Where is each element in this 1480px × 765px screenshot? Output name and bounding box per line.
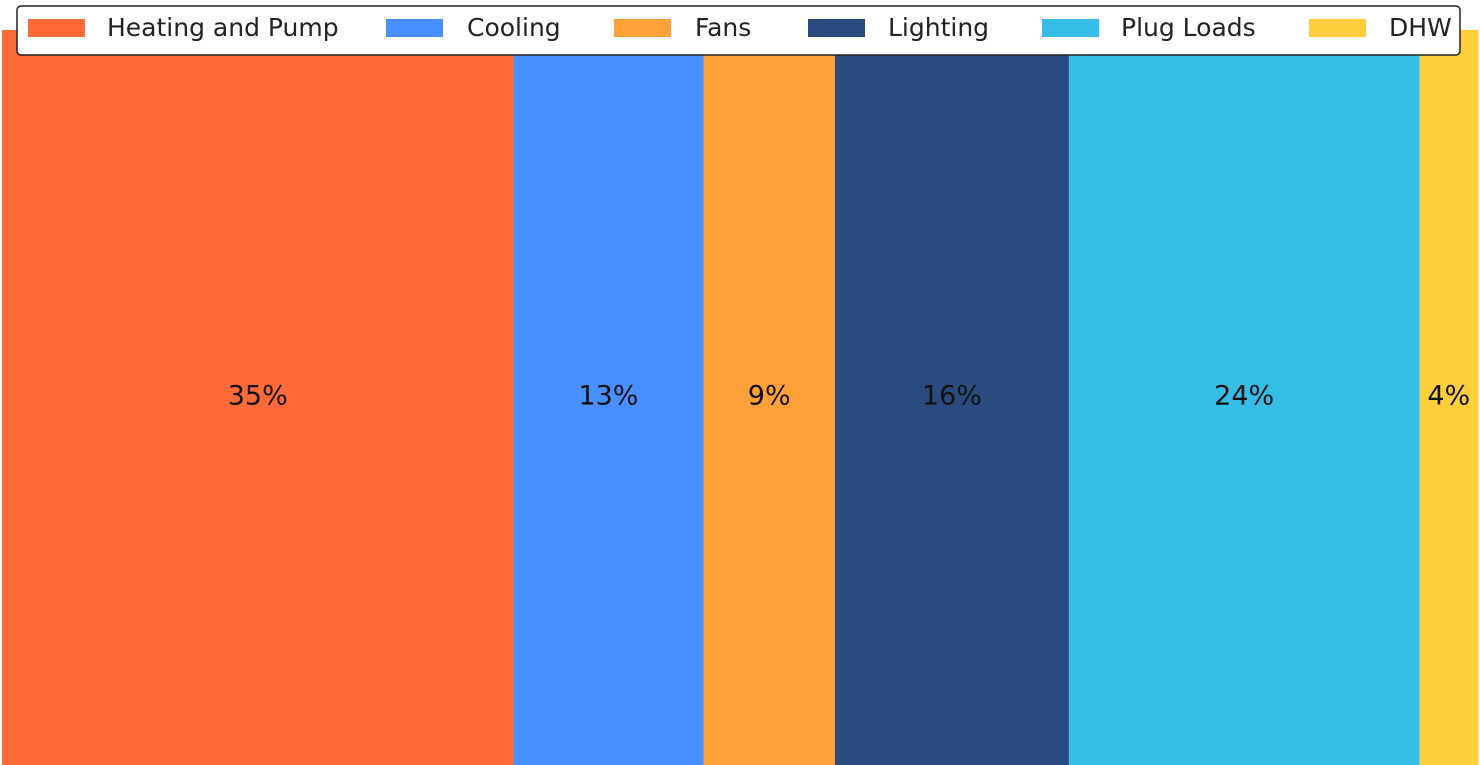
data-label-cooling: 13% — [578, 381, 638, 412]
legend-label-dhw: DHW — [1389, 13, 1452, 42]
legend-swatch-heating-and-pump — [28, 19, 85, 37]
legend-items: Heating and Pump Cooling Fans Lighting Plug … — [28, 13, 1452, 42]
legend-label-plug-loads: Plug Loads — [1121, 13, 1256, 42]
legend-label-lighting: Lighting — [888, 13, 989, 42]
legend-label-heating-and-pump: Heating and Pump — [107, 13, 339, 42]
legend-box — [16, 5, 1461, 56]
legend-label-fans: Fans — [695, 13, 751, 42]
bar-segment-cooling — [513, 30, 704, 765]
legend-swatch-dhw — [1309, 19, 1366, 37]
data-label-lighting: 16% — [922, 381, 982, 412]
bar-segment-fans — [703, 30, 836, 765]
bar-segment-lighting — [834, 30, 1070, 765]
bar-segment-heating-and-pump — [2, 30, 514, 765]
data-label-fans: 9% — [748, 381, 791, 412]
legend-swatch-cooling — [386, 19, 443, 37]
legend-swatch-lighting — [808, 19, 865, 37]
legend-label-cooling: Cooling — [467, 13, 561, 42]
bar-segment-dhw — [1419, 30, 1479, 765]
data-label-plug-loads: 24% — [1214, 381, 1274, 412]
chart-segments — [2, 30, 1479, 765]
bar-segment-plug-loads — [1068, 30, 1421, 765]
legend: Heating and Pump Cooling Fans Lighting Plug … — [16, 5, 1461, 56]
legend-swatch-plug-loads — [1042, 19, 1099, 37]
chart-data-labels: 35% 13% 9% 16% 24% 4% — [228, 381, 1470, 412]
legend-swatch-fans — [614, 19, 671, 37]
data-label-heating-and-pump: 35% — [228, 381, 288, 412]
data-label-dhw: 4% — [1427, 381, 1470, 412]
